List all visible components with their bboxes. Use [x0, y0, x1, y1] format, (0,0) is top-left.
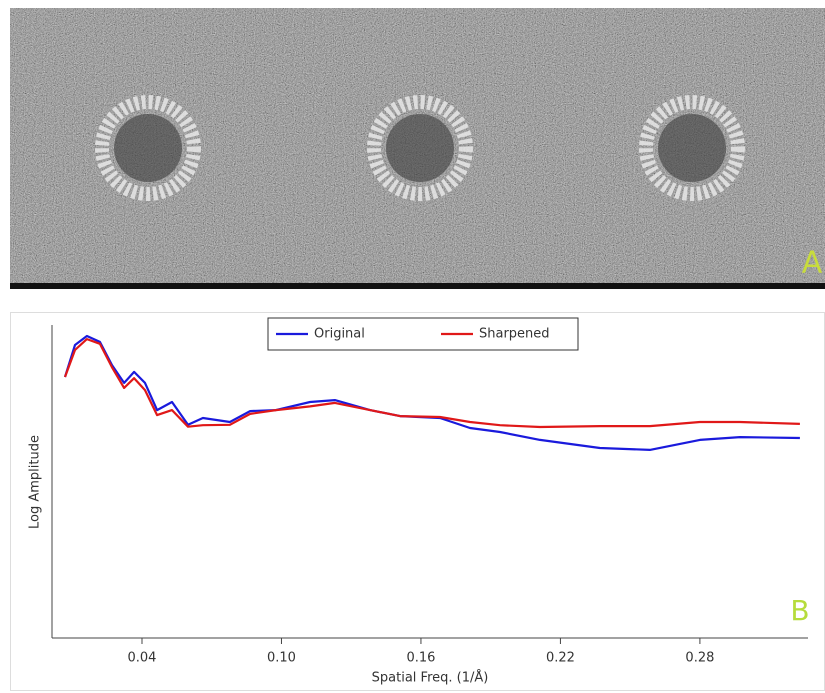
panel-label: A: [802, 246, 823, 281]
legend-label: Sharpened: [479, 327, 550, 342]
legend-label: Original: [314, 327, 365, 342]
x-tick-label: 0.28: [685, 651, 714, 666]
x-axis-label: Spatial Freq. (1/Å): [372, 670, 489, 686]
x-tick-label: 0.16: [406, 651, 435, 666]
x-tick-label: 0.10: [267, 651, 296, 666]
x-tick-label: 0.22: [546, 651, 575, 666]
micrograph: A: [10, 8, 825, 289]
legend-box: [267, 317, 579, 351]
chart-frame: [10, 312, 825, 691]
series-line: [63, 334, 800, 451]
y-axis-label: Log Amplitude: [28, 435, 43, 529]
x-tick-label: 0.04: [128, 651, 157, 666]
panel-label: B: [790, 594, 809, 627]
series-line: [63, 338, 800, 429]
